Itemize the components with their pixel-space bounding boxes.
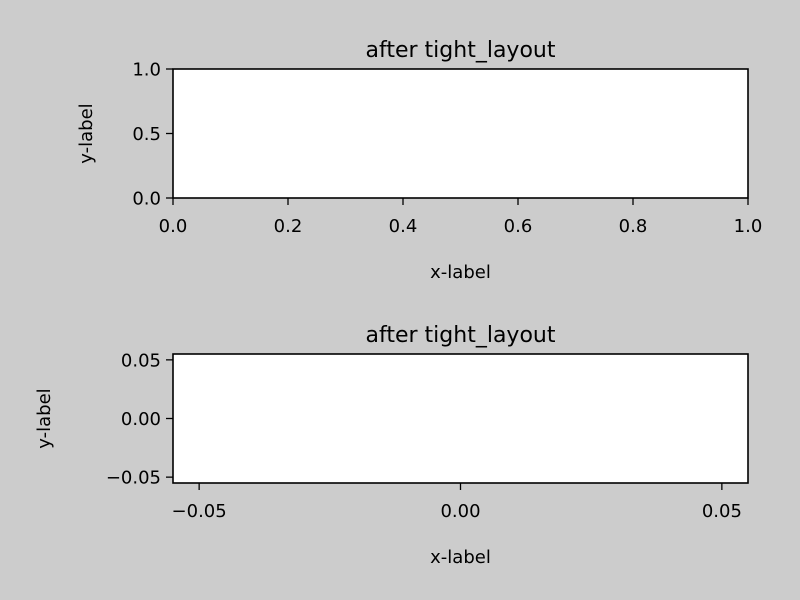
y-tick-label: 0.0 xyxy=(132,189,161,210)
y-tick-label: 1.0 xyxy=(132,60,161,81)
x-tick-label: 0.8 xyxy=(619,216,648,237)
x-ticks-top: 0.0 0.2 0.4 0.6 0.8 1.0 xyxy=(159,198,763,237)
x-axis-label-top: x-label xyxy=(430,262,491,283)
axes-frame-bottom xyxy=(172,353,749,484)
y-ticks-bottom: −0.05 0.00 0.05 xyxy=(106,350,173,489)
y-tick-label: 0.5 xyxy=(132,124,161,145)
y-axis-label-bottom: y-label xyxy=(34,388,55,448)
x-tick-label: 0.2 xyxy=(274,216,303,237)
axes-frame-top xyxy=(172,68,749,199)
x-tick-label: 1.0 xyxy=(734,216,763,237)
x-tick-label: −0.05 xyxy=(172,501,227,522)
axes-title-bottom: after tight_layout xyxy=(366,323,556,348)
y-tick-label: 0.05 xyxy=(121,350,161,371)
x-tick-label: 0.00 xyxy=(440,501,480,522)
y-axis-label-top: y-label xyxy=(76,103,97,163)
x-ticks-bottom: −0.05 0.00 0.05 xyxy=(172,483,742,522)
axes-title-top: after tight_layout xyxy=(366,38,556,63)
subplot-bottom: after tight_layout x-label y-label −0.05… xyxy=(34,323,749,568)
x-tick-label: 0.4 xyxy=(389,216,418,237)
x-tick-label: 0.05 xyxy=(702,501,742,522)
y-tick-label: 0.00 xyxy=(121,409,161,430)
x-axis-label-bottom: x-label xyxy=(430,547,491,568)
x-tick-label: 0.0 xyxy=(159,216,188,237)
subplot-top: after tight_layout x-label y-label 0.0 0.… xyxy=(76,38,762,283)
y-ticks-top: 0.0 0.5 1.0 xyxy=(132,60,173,210)
y-tick-label: −0.05 xyxy=(106,468,161,489)
x-tick-label: 0.6 xyxy=(504,216,533,237)
